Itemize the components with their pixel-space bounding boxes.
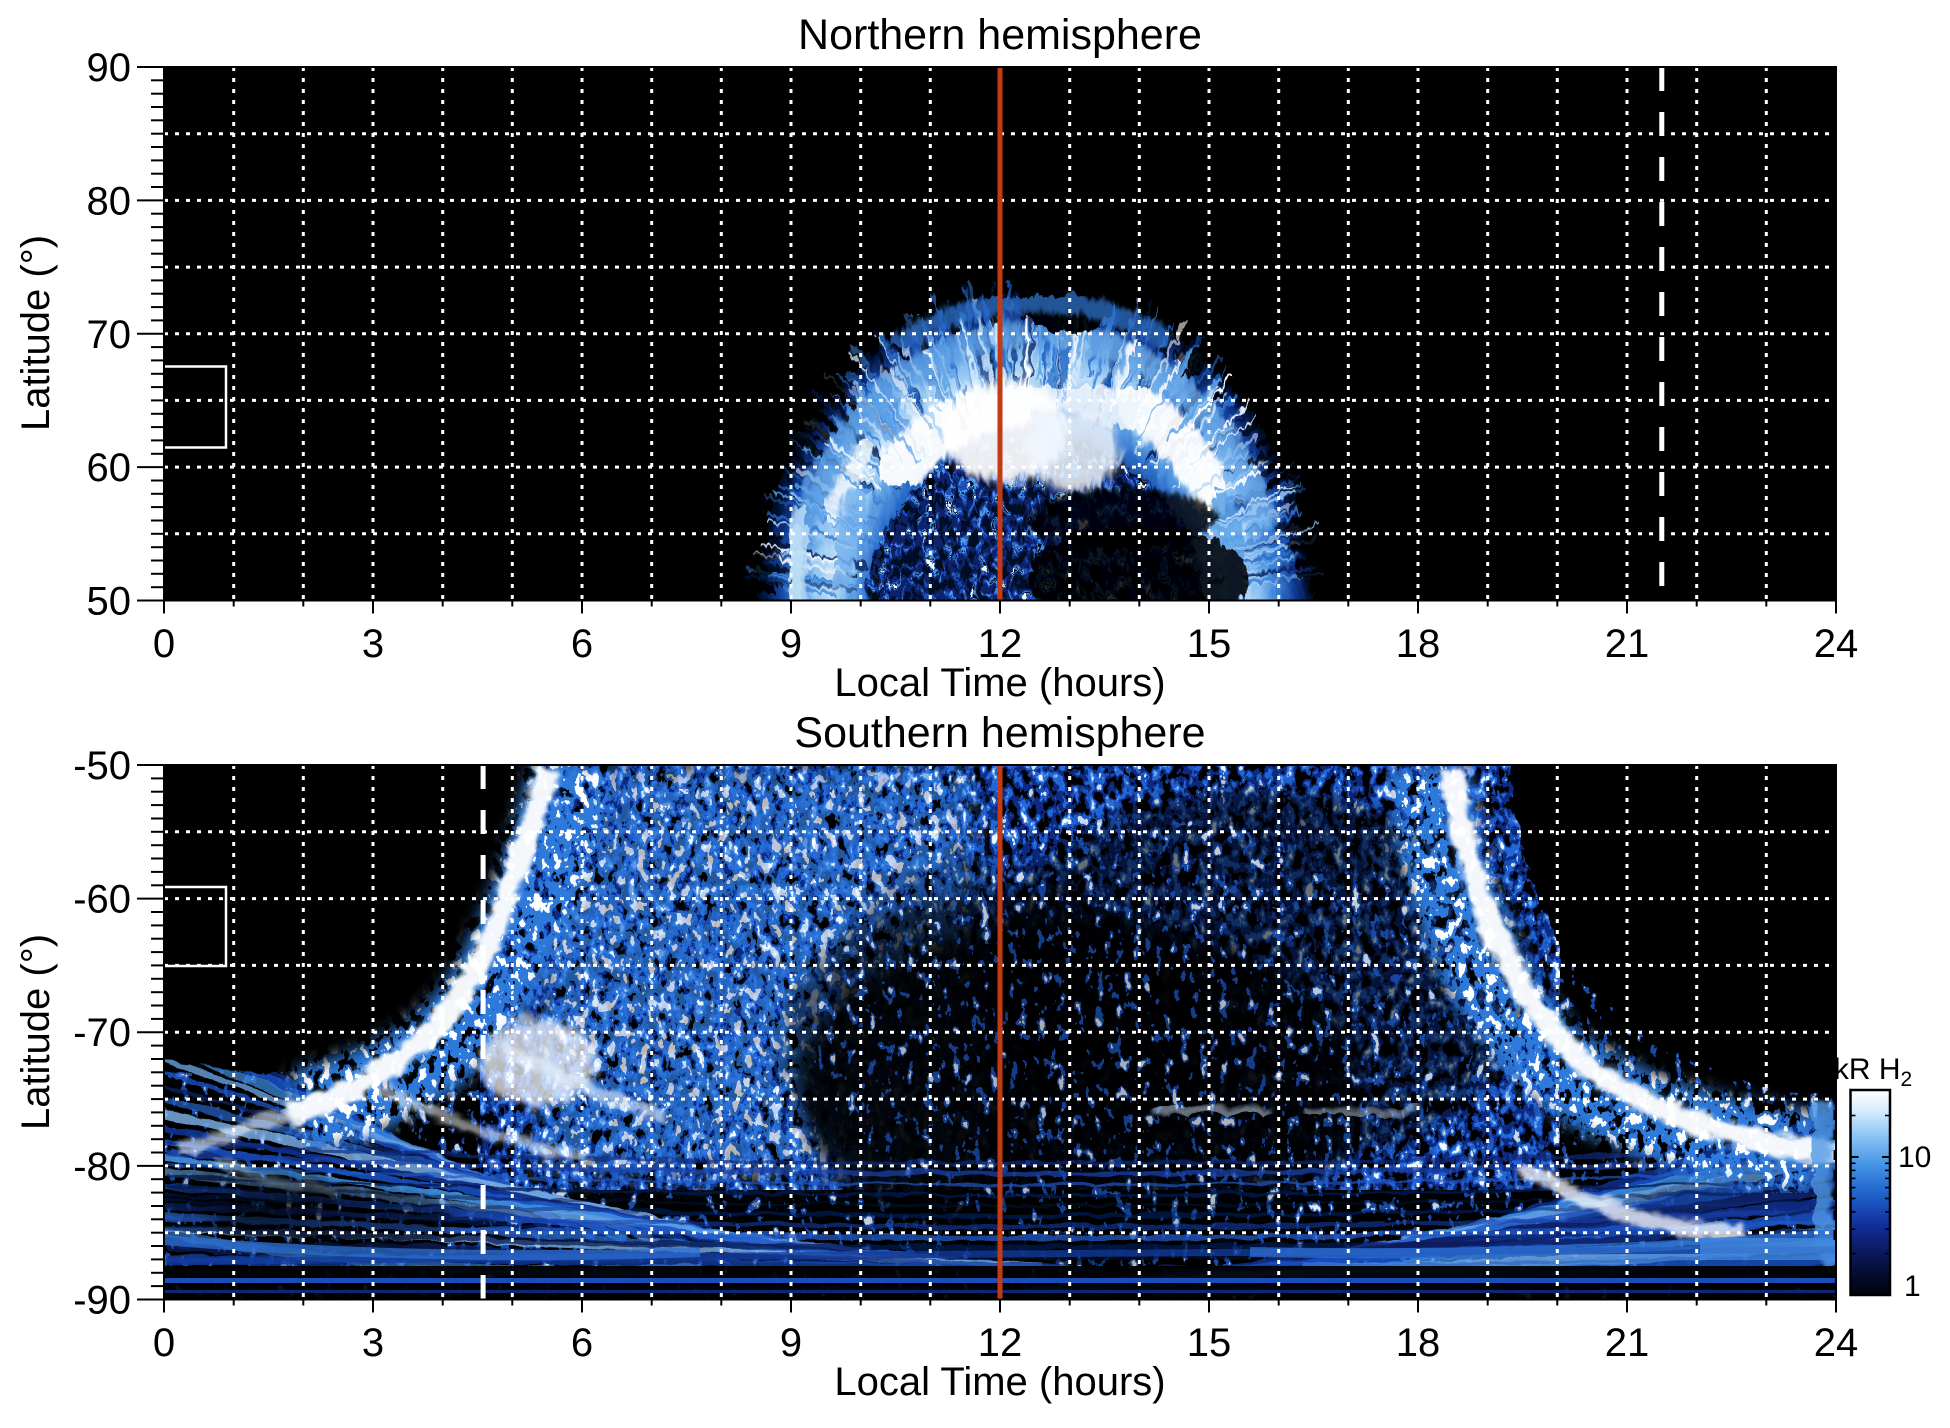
svg-text:-90: -90 bbox=[73, 1279, 131, 1323]
svg-text:6: 6 bbox=[571, 1321, 593, 1365]
svg-text:50: 50 bbox=[87, 580, 132, 624]
svg-text:9: 9 bbox=[780, 1321, 802, 1365]
svg-text:90: 90 bbox=[87, 46, 132, 90]
svg-text:70: 70 bbox=[87, 313, 132, 357]
svg-text:-60: -60 bbox=[73, 878, 131, 922]
svg-text:Latitude (°): Latitude (°) bbox=[14, 235, 58, 431]
svg-text:-80: -80 bbox=[73, 1145, 131, 1189]
svg-text:12: 12 bbox=[978, 1321, 1023, 1365]
svg-text:9: 9 bbox=[780, 622, 802, 666]
svg-text:1: 1 bbox=[1904, 1270, 1921, 1303]
svg-text:3: 3 bbox=[362, 1321, 384, 1365]
svg-text:18: 18 bbox=[1396, 1321, 1441, 1365]
svg-text:0: 0 bbox=[153, 1321, 175, 1365]
svg-text:24: 24 bbox=[1814, 622, 1859, 666]
svg-text:21: 21 bbox=[1605, 622, 1650, 666]
svg-text:-50: -50 bbox=[73, 744, 131, 788]
svg-text:3: 3 bbox=[362, 622, 384, 666]
svg-text:60: 60 bbox=[87, 446, 132, 490]
svg-text:Latitude (°): Latitude (°) bbox=[14, 934, 58, 1130]
svg-text:Southern hemisphere: Southern hemisphere bbox=[794, 709, 1205, 757]
svg-text:80: 80 bbox=[87, 179, 132, 223]
svg-text:0: 0 bbox=[153, 622, 175, 666]
svg-text:-70: -70 bbox=[73, 1011, 131, 1055]
svg-text:Northern hemisphere: Northern hemisphere bbox=[798, 11, 1202, 59]
svg-text:Local Time (hours): Local Time (hours) bbox=[834, 661, 1165, 705]
svg-text:15: 15 bbox=[1187, 1321, 1232, 1365]
svg-text:10: 10 bbox=[1898, 1141, 1931, 1174]
svg-text:Local Time (hours): Local Time (hours) bbox=[834, 1360, 1165, 1404]
svg-text:12: 12 bbox=[978, 622, 1023, 666]
svg-text:24: 24 bbox=[1814, 1321, 1859, 1365]
svg-text:kR H2: kR H2 bbox=[1834, 1053, 1912, 1091]
svg-text:6: 6 bbox=[571, 622, 593, 666]
svg-text:21: 21 bbox=[1605, 1321, 1650, 1365]
svg-text:18: 18 bbox=[1396, 622, 1441, 666]
svg-text:15: 15 bbox=[1187, 622, 1232, 666]
